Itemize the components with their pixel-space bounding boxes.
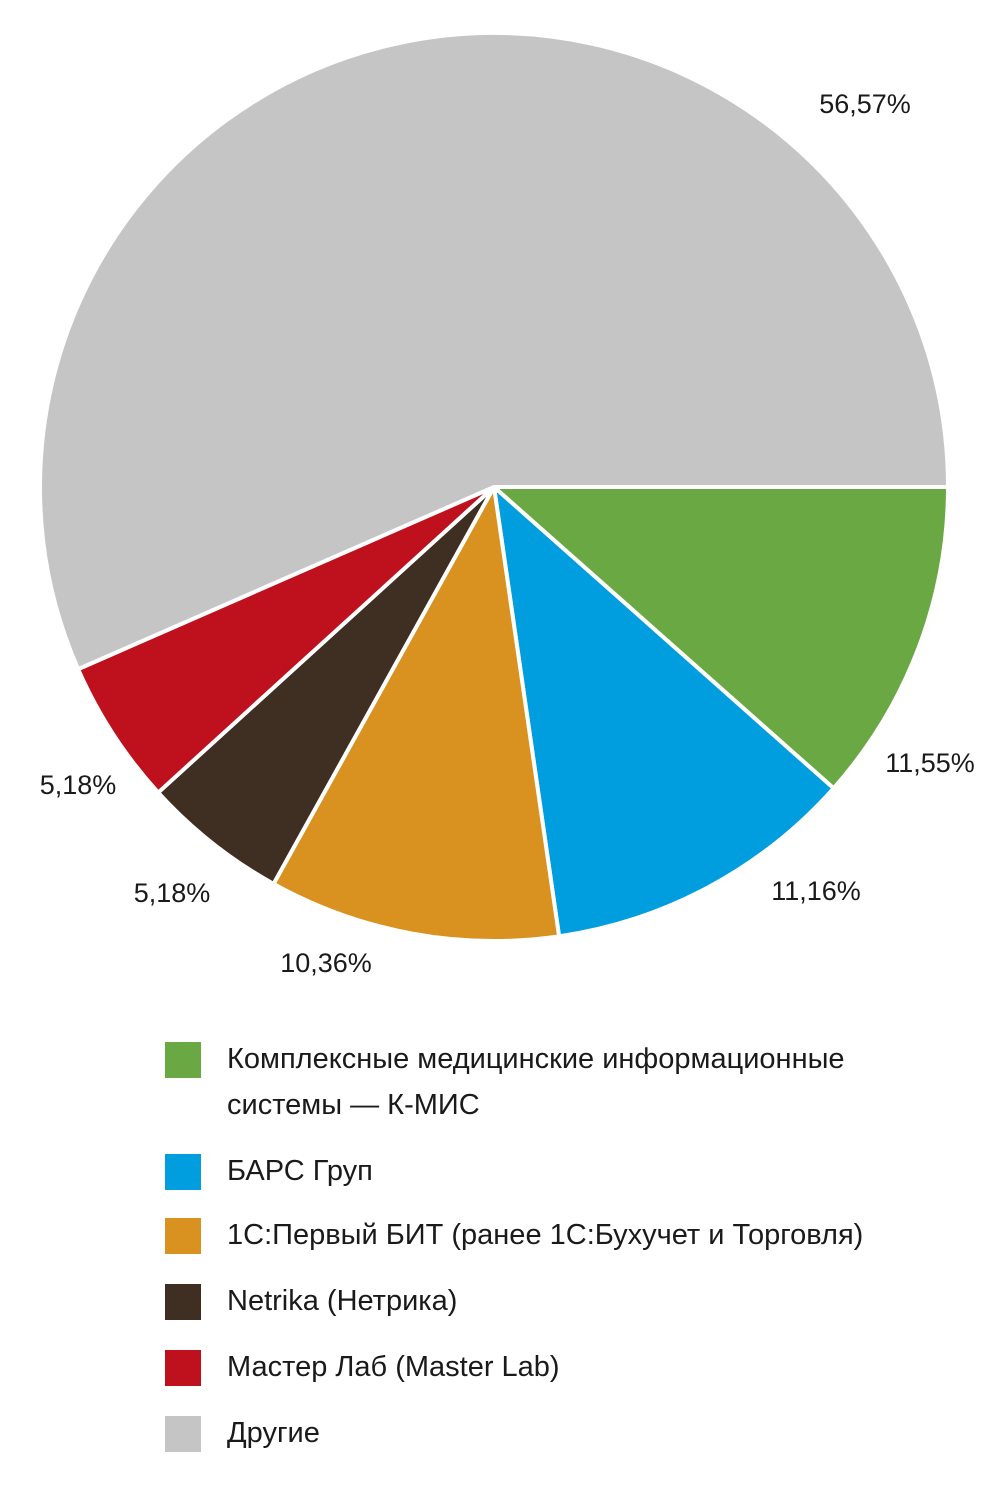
legend-label-1c-pervyi-bit: 1С:Первый БИТ (ранее 1С:Бухучет и Торгов…: [227, 1219, 864, 1251]
data-label-netrika: 5,18%: [134, 878, 211, 908]
data-label-1c-pervyi-bit: 10,36%: [280, 948, 372, 978]
legend-swatch-drugie: [165, 1416, 201, 1452]
pie-slices: [38, 31, 950, 943]
legend-swatch-netrika: [165, 1284, 201, 1320]
legend-label-drugie: Другие: [227, 1417, 320, 1449]
data-label-bars-grup: 11,16%: [771, 876, 861, 906]
pie-labels: 11,55% 11,16% 10,36% 5,18% 5,18% 56,57%: [40, 89, 975, 978]
pie-chart: 11,55% 11,16% 10,36% 5,18% 5,18% 56,57%: [38, 31, 975, 978]
legend-swatch-bars-grup: [165, 1154, 201, 1190]
legend-label-master-lab: Мастер Лаб (Master Lab): [227, 1351, 560, 1383]
pie-slice-1c-pervyi-bit: [271, 485, 562, 943]
legend-swatch-master-lab: [165, 1350, 201, 1386]
data-label-drugie: 56,57%: [819, 89, 911, 119]
legend-swatch-k-mis: [165, 1042, 201, 1078]
pie-slice-master-lab: [76, 485, 496, 795]
pie-slice-drugie: [38, 31, 950, 672]
legend-label-k-mis: Комплексные медицинские информационные с…: [227, 1043, 845, 1121]
data-label-master-lab: 5,18%: [40, 770, 117, 800]
legend-label-bars-grup: БАРС Груп: [227, 1155, 373, 1187]
data-label-k-mis: 11,55%: [885, 748, 975, 778]
pie-slice-bars-grup: [492, 485, 836, 939]
legend-label-netrika: Netrika (Нетрика): [227, 1285, 458, 1317]
pie-slice-k-mis: [492, 485, 950, 791]
legend-swatch-1c-pervyi-bit: [165, 1218, 201, 1254]
pie-slice-netrika: [156, 485, 496, 886]
